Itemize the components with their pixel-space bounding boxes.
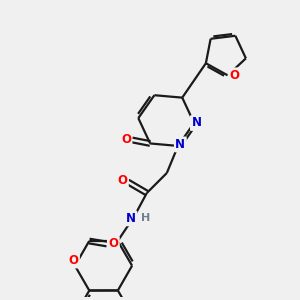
Text: O: O xyxy=(108,238,118,250)
Text: H: H xyxy=(141,213,150,223)
Text: O: O xyxy=(68,254,79,267)
Text: O: O xyxy=(117,174,128,187)
Text: N: N xyxy=(191,116,201,130)
Text: O: O xyxy=(121,134,131,146)
Text: O: O xyxy=(229,69,239,82)
Text: N: N xyxy=(126,212,136,225)
Text: N: N xyxy=(176,138,185,151)
